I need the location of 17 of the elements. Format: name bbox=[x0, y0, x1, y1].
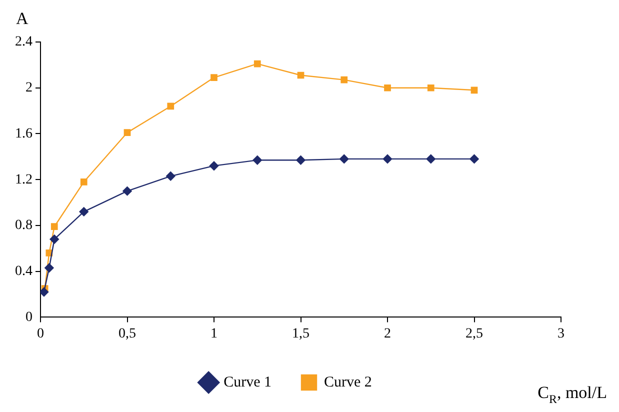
x-tick-label: 0,5 bbox=[118, 326, 136, 342]
legend-label: Curve 2 bbox=[324, 374, 372, 390]
y-tick-label: 1.6 bbox=[15, 126, 32, 142]
legend-label: Curve 1 bbox=[224, 374, 272, 390]
x-tick-label: 2,5 bbox=[466, 326, 483, 342]
y-tick-label: 2.4 bbox=[15, 34, 32, 50]
y-tick-label: 2 bbox=[26, 80, 32, 96]
y-tick-label: 0.4 bbox=[15, 264, 32, 280]
y-tick-label: 0 bbox=[26, 310, 32, 325]
x-tick-label: 3 bbox=[558, 326, 564, 342]
x-tick-label: 1,5 bbox=[292, 326, 310, 342]
x-tick-label: 2 bbox=[384, 326, 391, 342]
y-tick-label: 1.2 bbox=[15, 172, 32, 188]
y-tick-label: 0.8 bbox=[15, 218, 32, 234]
x-tick-label: 1 bbox=[210, 326, 218, 342]
x-tick-label: 0 bbox=[37, 326, 44, 342]
y-axis-title: A bbox=[16, 9, 29, 28]
